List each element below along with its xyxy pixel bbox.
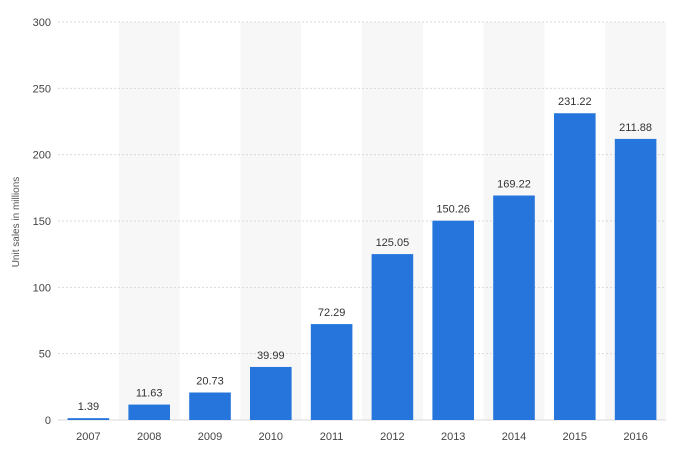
x-axis-tick-labels: 2007 2008 2009 2010 2011 2012 2013 2014 2015 2016	[76, 431, 648, 443]
y-tick-label: 200	[33, 150, 51, 162]
bar-2015[interactable]	[554, 113, 596, 420]
data-label-2011: 72.29	[318, 307, 346, 319]
y-tick-label: 50	[39, 349, 51, 361]
bar-2011[interactable]	[310, 324, 353, 420]
x-tick-label-2011: 2011	[320, 431, 344, 443]
y-axis-title: Unit sales in millions	[11, 177, 22, 268]
y-tick-label: 300	[33, 17, 51, 29]
y-tick-label: 250	[33, 83, 51, 95]
bars	[67, 113, 657, 420]
y-tick-label: 100	[33, 282, 51, 294]
x-tick-label-2009: 2009	[198, 431, 222, 443]
x-tick-label-2016: 2016	[623, 431, 647, 443]
bar-2007[interactable]	[67, 418, 110, 420]
bar-2012[interactable]	[371, 254, 414, 420]
x-tick-label-2007: 2007	[76, 431, 100, 443]
x-tick-label-2008: 2008	[137, 431, 161, 443]
data-label-2013: 150.26	[436, 204, 470, 216]
bar-2013[interactable]	[432, 220, 474, 420]
gridlines	[58, 21, 666, 421]
x-tick-label-2015: 2015	[563, 431, 587, 443]
x-tick-label-2013: 2013	[441, 431, 465, 443]
bar-2016[interactable]	[614, 138, 657, 420]
data-label-2010: 39.99	[257, 350, 285, 362]
bar-2010[interactable]	[250, 366, 292, 420]
data-label-2014: 169.22	[497, 179, 531, 191]
y-axis-tick-labels: 0 50 100 150 200 250 300	[33, 17, 51, 427]
bar-2008[interactable]	[128, 404, 170, 420]
data-label-2016: 211.88	[619, 122, 652, 134]
x-tick-label-2012: 2012	[380, 431, 404, 443]
data-label-2012: 125.05	[376, 237, 410, 249]
y-tick-label: 150	[33, 216, 51, 228]
data-label-2009: 20.73	[196, 375, 224, 387]
x-tick-label-2014: 2014	[502, 431, 526, 443]
x-tick-label-2010: 2010	[259, 431, 283, 443]
data-label-2015: 231.22	[558, 96, 592, 108]
data-label-2007: 1.39	[78, 401, 99, 413]
bar-2014[interactable]	[493, 195, 535, 420]
data-label-2008: 11.63	[136, 388, 163, 400]
bar-value-labels: 1.39 11.63 20.73 39.99 72.29 125.05 150.26 169.…	[78, 96, 652, 413]
background-band	[118, 22, 180, 420]
bar-2009[interactable]	[189, 392, 231, 420]
y-tick-label: 0	[45, 415, 51, 427]
